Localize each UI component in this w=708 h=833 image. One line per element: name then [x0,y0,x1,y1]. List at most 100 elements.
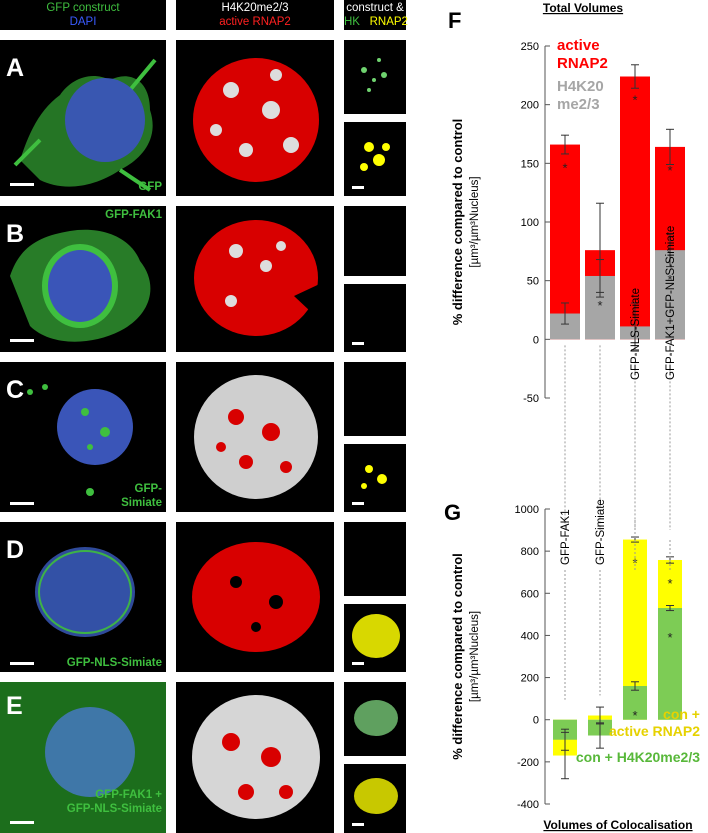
panel-d-hk [344,522,406,596]
chart-f: Total Volumes 250 200 150 100 50 0 -50 % differe… [450,1,685,530]
panel-e-gfp-dapi: E GFP-FAK1 + GFP-NLS-Simiate [0,682,166,833]
y-tick-label: 0 [533,334,539,346]
header-active-rnap2: active RNAP2 [219,16,291,28]
sig-mark: * [597,298,602,313]
y-tick-label: 800 [521,546,539,558]
panel-b-h4k20-rnap2 [176,206,334,352]
header-construct: construct & [346,2,404,14]
panel-e-h4k20-rnap2 [176,682,334,833]
row-label-c: C [6,376,25,404]
row-label-e: E [6,692,23,720]
scale-bar-a [10,183,34,186]
y-tick-label: 400 [521,630,539,642]
y-axis-unit: [µm³/µm³Nucleus] [469,611,481,702]
header-gfp-dapi: GFP construct DAPI [0,0,166,30]
legend-active: RNAP2 [557,55,608,72]
cell-image-b [10,229,151,342]
sig-mark: * [562,161,567,176]
y-tick-label: 50 [527,276,539,288]
y-axis-label: % difference compared to control [450,119,465,326]
legend-h4k20: H4K20 [557,78,604,95]
sig-mark: * [667,630,672,645]
panel-e-hk [344,682,406,756]
panel-d-gfp-dapi: D GFP-NLS-Simiate [0,522,166,672]
chart-title: Total Volumes [543,1,624,15]
legend-active: con + [663,706,700,722]
header-construct-hk-rnap2: construct & HK RNAP2 [344,0,408,30]
y-tick-label: 200 [521,100,539,112]
panel-c-rnap2 [344,444,406,512]
panel-b-rnap2 [344,284,406,352]
bar-4-s2 [658,608,682,720]
legend-h4k20: me2/3 [557,96,600,113]
sig-mark: * [632,93,637,108]
header-hk: HK [344,16,360,28]
chart-title: Volumes of Colocalisation [543,818,692,832]
row-label-a: A [6,54,25,82]
panel-b-gfp-dapi: B GFP-FAK1 [0,206,166,352]
chart-g: Volumes of Colocalisation 1000 800 600 400 20… [450,499,700,832]
construct-label-d: GFP-NLS-Simiate [66,657,162,669]
panel-d-rnap2 [344,604,406,672]
panel-b-hk [344,206,406,276]
y-axis-unit: [µm³/µm³Nucleus] [469,176,481,267]
scale-bar-e-small [352,823,364,826]
category-label: GFP-FAK1+GFP-NLS-Simiate [665,226,677,380]
cell-image-c [27,384,133,496]
panel-a-hk [344,40,406,114]
scale-bar-e [10,821,34,824]
scale-bar-d-small [352,662,364,665]
y-tick-label: 150 [521,158,539,170]
legend-h4k20: con + H4K20me2/3 [576,749,700,765]
y-tick-label: 100 [521,217,539,229]
panel-e-rnap2 [344,764,406,833]
panel-a-gfp-dapi: A GFP [0,40,166,196]
scale-bar-c-small [352,502,364,505]
construct-label-c: GFP- Simiate [121,483,162,509]
panel-letter-f: F [448,8,461,33]
cell-image-d [35,547,135,637]
header-h4k20-rnap2: H4K20me2/3 active RNAP2 [176,0,334,30]
scale-bar-b-small [352,342,364,345]
row-label-b: B [6,220,25,248]
y-tick-label: 0 [533,715,539,727]
header-gfp-construct: GFP construct [46,2,120,14]
panel-d-h4k20-rnap2 [176,522,334,672]
cell-image-e [0,682,166,833]
sig-mark: * [667,272,672,287]
construct-label-b: GFP-FAK1 [105,209,162,221]
panel-c-gfp-dapi: C GFP- Simiate [0,362,166,512]
sig-mark: * [632,708,637,723]
legend-active: active [557,37,600,54]
y-tick-label: 600 [521,588,539,600]
sig-mark: * [667,163,672,178]
scale-bar-a-small [352,186,364,189]
y-tick-label: -200 [517,757,539,769]
y-tick-label: 1000 [515,504,539,516]
header-dapi: DAPI [69,16,97,28]
panel-a-rnap2 [344,122,406,196]
panel-a-h4k20-rnap2 [176,40,334,196]
panel-letter-g: G [444,500,461,525]
y-tick-label: 250 [521,41,539,53]
cell-image-a [13,58,157,192]
sig-mark: * [667,576,672,591]
construct-label-e: GFP-FAK1 + GFP-NLS-Simiate [66,789,162,815]
bar-3-s2 [623,686,647,720]
category-label: GFP-FAK1 [560,509,572,565]
scale-bar-b [10,339,34,342]
bar-3-s1 [620,76,650,340]
category-label: GFP-Simiate [595,499,607,565]
header-rnap2: RNAP2 [369,16,408,28]
scale-bar-d [10,662,34,665]
sig-mark: * [632,556,637,571]
legend-active: active RNAP2 [609,723,700,739]
scale-bar-c [10,502,34,505]
y-axis-label: % difference compared to control [450,553,465,760]
construct-label-a: GFP [138,181,162,193]
panel-c-hk [344,362,406,436]
panel-c-h4k20-rnap2 [176,362,334,512]
y-tick-label: -400 [517,799,539,811]
y-tick-label: 200 [521,673,539,685]
